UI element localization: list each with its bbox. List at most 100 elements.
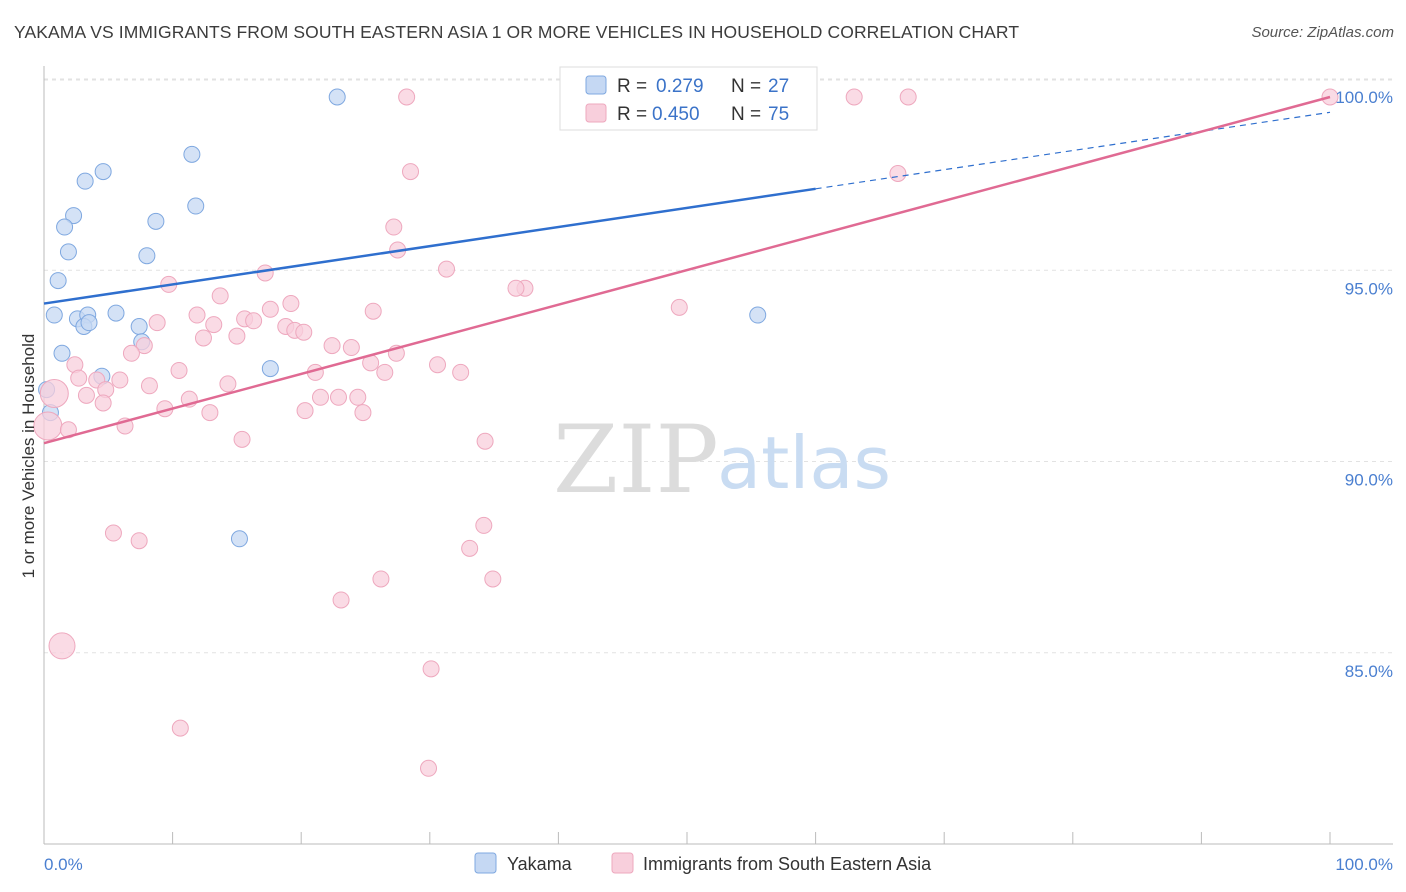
- point-yakama-20: [53, 344, 71, 362]
- point-immigrants-68: [332, 591, 350, 609]
- trend-line-yakama-extension: [815, 111, 1331, 190]
- point-immigrants-47: [77, 386, 95, 404]
- point-immigrants-2: [845, 88, 863, 106]
- point-yakama-5: [187, 197, 205, 215]
- grid-lines: [44, 78, 1393, 654]
- point-immigrants-52: [94, 394, 112, 412]
- point-immigrants-16: [261, 300, 279, 318]
- watermark-atlas: atlas: [717, 421, 891, 505]
- point-immigrants-5: [402, 163, 420, 181]
- point-yakama-8: [56, 218, 74, 236]
- point-immigrants-69: [48, 632, 76, 660]
- point-immigrants-29: [323, 337, 341, 355]
- point-yakama-25: [230, 530, 248, 548]
- point-immigrants-50: [329, 388, 347, 406]
- y-tick-label-85: 85.0%: [1345, 662, 1393, 681]
- point-immigrants-55: [354, 404, 372, 422]
- point-immigrants-30: [342, 339, 360, 357]
- point-immigrants-0: [398, 88, 416, 106]
- point-immigrants-39: [452, 363, 470, 381]
- point-immigrants-34: [429, 356, 447, 374]
- point-immigrants-15: [670, 298, 688, 316]
- point-immigrants-57: [33, 411, 63, 441]
- x-tick-label-max: 100.0%: [1335, 855, 1393, 874]
- point-yakama-11: [49, 272, 67, 290]
- legend-n-label-1: N =: [731, 76, 761, 97]
- bottom-legend-swatch-yakama: [474, 852, 497, 874]
- x-tick-label-min: 0.0%: [44, 855, 83, 874]
- point-yakama-6: [65, 207, 83, 225]
- point-yakama-9: [59, 243, 77, 261]
- point-yakama-18: [130, 318, 148, 335]
- point-immigrants-72: [420, 759, 438, 777]
- point-immigrants-36: [376, 363, 394, 381]
- point-immigrants-37: [170, 361, 188, 379]
- point-immigrants-20: [245, 312, 263, 330]
- point-immigrants-26: [228, 327, 246, 345]
- trend-line-immigrants: [43, 95, 1331, 445]
- watermark-zip: ZIP: [553, 406, 719, 515]
- point-immigrants-62: [475, 516, 493, 534]
- legend-r-value-1: 0.279: [656, 76, 704, 97]
- point-yakama-2: [183, 145, 201, 163]
- point-immigrants-67: [484, 570, 502, 588]
- legend-r-value-2: 0.450: [652, 104, 700, 125]
- point-immigrants-6: [889, 165, 907, 182]
- point-immigrants-28: [135, 337, 153, 355]
- point-immigrants-64: [130, 532, 148, 550]
- point-immigrants-10: [256, 264, 274, 282]
- point-yakama-15: [107, 304, 125, 322]
- point-immigrants-54: [296, 402, 314, 420]
- point-yakama-10: [138, 247, 156, 265]
- trend-line-yakama: [43, 187, 816, 305]
- point-yakama-21: [261, 360, 279, 378]
- legend-n-value-1: 27: [768, 76, 789, 97]
- point-immigrants-66: [372, 570, 390, 588]
- point-yakama-4: [76, 172, 94, 190]
- point-immigrants-70: [422, 660, 440, 678]
- series-legend: Yakama Immigrants from South Eastern Asi…: [474, 852, 932, 874]
- point-immigrants-13: [211, 287, 229, 305]
- point-immigrants-41: [111, 371, 129, 389]
- point-yakama-7: [147, 212, 165, 230]
- point-immigrants-46: [39, 378, 69, 408]
- point-yakama-12: [45, 306, 63, 324]
- point-immigrants-65: [461, 539, 479, 557]
- bottom-legend-label-yakama: Yakama: [507, 854, 573, 874]
- point-immigrants-63: [104, 524, 122, 542]
- point-yakama-3: [94, 163, 112, 181]
- point-immigrants-3: [899, 88, 917, 106]
- legend-r-label-2: R =: [617, 104, 647, 125]
- point-immigrants-18: [188, 306, 206, 324]
- axes: [43, 66, 1393, 845]
- point-immigrants-74: [507, 279, 525, 297]
- y-tick-label-90: 90.0%: [1345, 471, 1393, 490]
- point-immigrants-61: [476, 432, 494, 450]
- point-immigrants-17: [364, 302, 382, 320]
- y-axis-label: 1 or more Vehicles in Household: [19, 334, 38, 579]
- point-immigrants-31: [122, 344, 140, 362]
- y-tick-label-95: 95.0%: [1345, 279, 1393, 298]
- legend-swatch-immigrants: [585, 103, 607, 123]
- point-immigrants-51: [349, 388, 367, 406]
- point-yakama-0: [328, 88, 346, 106]
- point-immigrants-43: [219, 375, 237, 393]
- point-immigrants-22: [205, 316, 223, 334]
- point-immigrants-49: [311, 388, 329, 406]
- point-immigrants-21: [148, 314, 166, 332]
- legend-r-label-1: R =: [617, 76, 647, 97]
- point-yakama-17: [749, 306, 767, 324]
- legend-n-label-2: N =: [731, 104, 761, 125]
- point-immigrants-14: [282, 295, 300, 313]
- point-immigrants-7: [385, 218, 403, 236]
- trend-lines: [43, 95, 1331, 445]
- chart-title: YAKAMA VS IMMIGRANTS FROM SOUTH EASTERN …: [14, 22, 1020, 42]
- correlation-legend: R = 0.279 N = 27 R = 0.450 N = 75: [559, 66, 818, 131]
- point-immigrants-40: [70, 369, 88, 387]
- point-yakama-26: [80, 314, 98, 332]
- point-immigrants-71: [171, 719, 189, 737]
- point-immigrants-44: [140, 377, 158, 395]
- watermark: ZIP atlas: [553, 406, 891, 515]
- bottom-legend-swatch-immigrants: [611, 852, 634, 874]
